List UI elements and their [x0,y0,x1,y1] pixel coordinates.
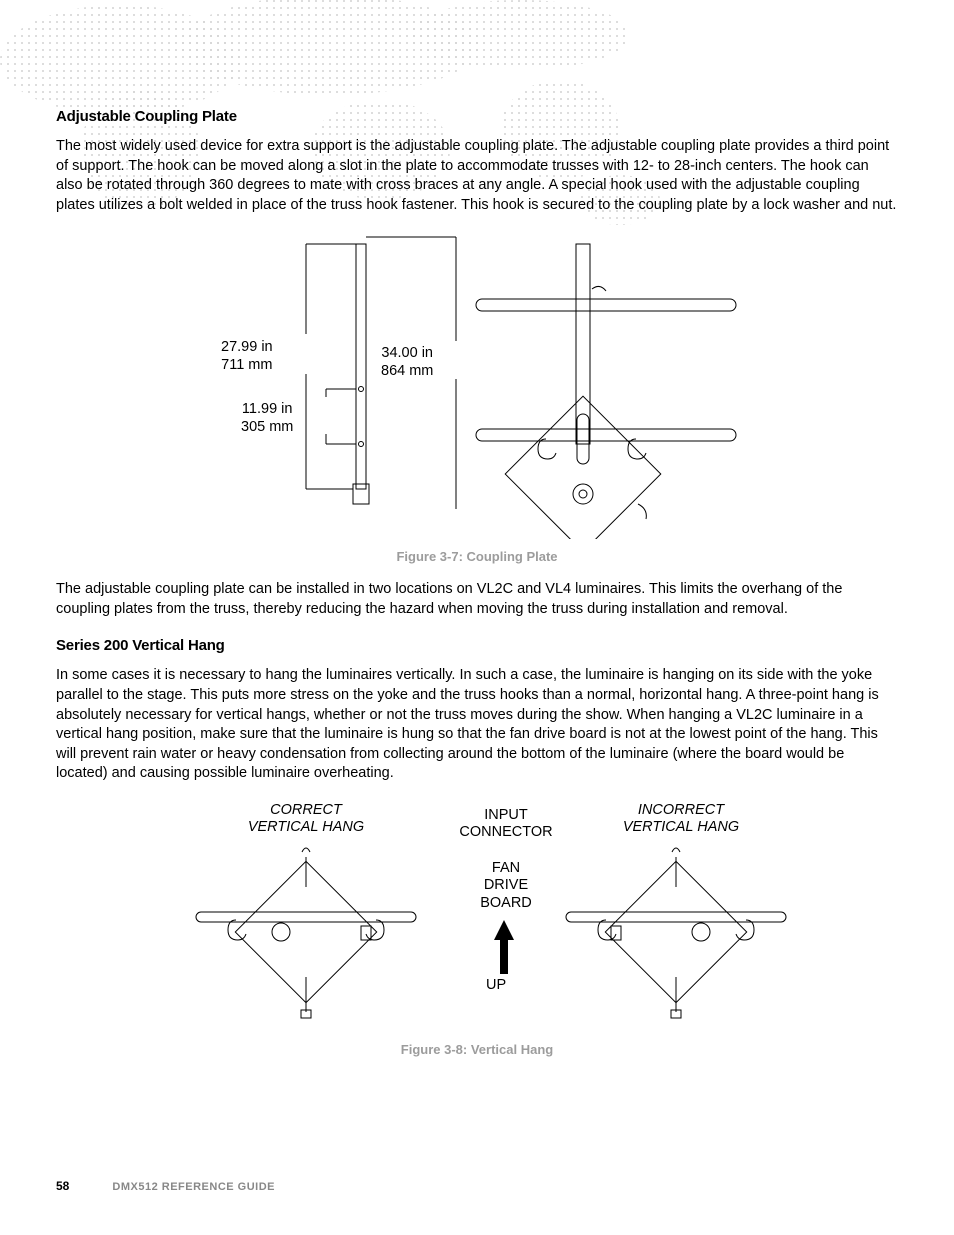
figure-3-7: 27.99 in711 mm 34.00 in864 mm 11.99 in30… [56,229,898,539]
coupling-plate-drawing [56,229,898,539]
section2-para: In some cases it is necessary to hang th… [56,666,898,783]
section1-heading: Adjustable Coupling Plate [56,108,898,125]
label-correct: CORRECTVERTICAL HANG [216,802,396,837]
fig37-after-para: The adjustable coupling plate can be ins… [56,580,898,619]
section1-para: The most widely used device for extra su… [56,137,898,215]
dim-27-99: 27.99 in711 mm [221,339,273,374]
footer-guide: DMX512 REFERENCE GUIDE [112,1181,275,1193]
fig37-caption: Figure 3-7: Coupling Plate [56,549,898,564]
label-up: UP [486,977,506,994]
page-footer: 58 DMX512 REFERENCE GUIDE [56,1179,275,1193]
label-incorrect: INCORRECTVERTICAL HANG [581,802,781,837]
dim-34-00: 34.00 in864 mm [381,345,433,380]
fig38-caption: Figure 3-8: Vertical Hang [56,1042,898,1057]
dim-11-99: 11.99 in305 mm [241,401,293,436]
section2-heading: Series 200 Vertical Hang [56,637,898,654]
label-input: INPUTCONNECTOR [446,807,566,842]
figure-3-8: CORRECTVERTICAL HANG INCORRECTVERTICAL H… [56,802,898,1032]
label-fan: FANDRIVEBOARD [456,860,556,912]
page-number: 58 [56,1179,69,1193]
